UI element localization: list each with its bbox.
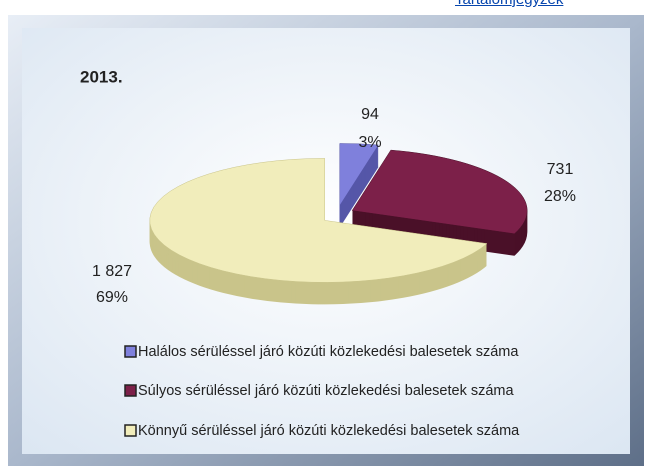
slice [149, 158, 488, 283]
legend-label: Súlyos sérüléssel járó közúti közlekedés… [138, 383, 515, 399]
legend-swatch [124, 424, 137, 437]
slice [339, 143, 379, 207]
legend-swatch [124, 384, 137, 397]
legend-label: Könnyű sérüléssel járó közúti közlekedés… [138, 423, 520, 439]
chart-title: 2013. [80, 67, 123, 86]
slice [351, 149, 528, 235]
toc-link[interactable]: Tartalomjegyzék [455, 0, 563, 8]
legend-swatch [124, 345, 137, 358]
percent-label: 69% [96, 289, 128, 306]
percent-label: 28% [544, 188, 576, 205]
value-label: 731 [547, 161, 574, 178]
legend-label: Halálos sérüléssel járó közúti közlekedé… [138, 344, 519, 360]
value-label: 1 827 [92, 263, 132, 280]
value-label: 94 [361, 106, 379, 123]
percent-label: 3% [358, 134, 381, 151]
